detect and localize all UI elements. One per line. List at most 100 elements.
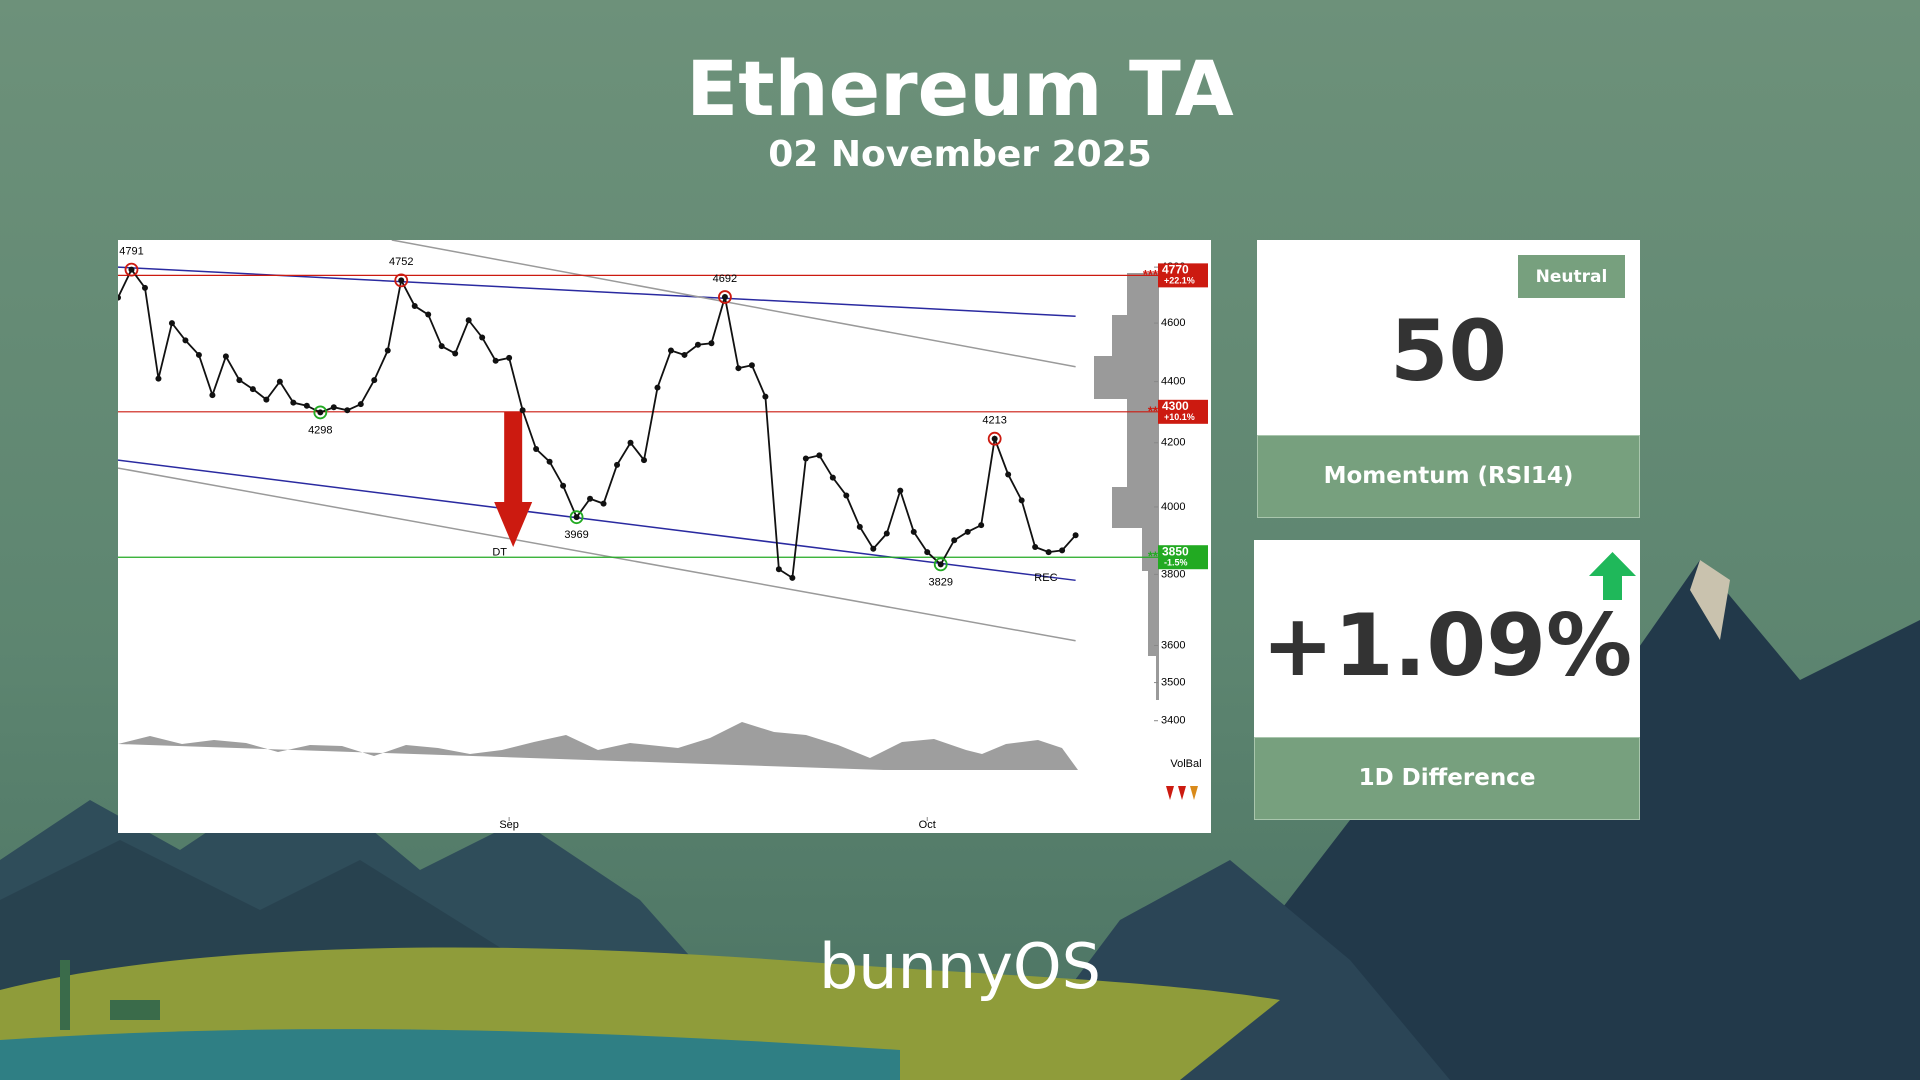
change-card: +1.09% 1D Difference bbox=[1254, 540, 1640, 820]
price-point bbox=[762, 393, 769, 400]
price-point bbox=[276, 378, 283, 385]
y-tick-label: 4400 bbox=[1161, 375, 1185, 387]
price-point bbox=[155, 375, 162, 382]
price-point bbox=[479, 334, 486, 341]
level-value: 3850 bbox=[1162, 544, 1189, 558]
level-prefix: ** bbox=[1148, 549, 1159, 564]
price-point bbox=[141, 284, 148, 291]
y-tick-label: 4000 bbox=[1161, 501, 1185, 513]
level-tag bbox=[1158, 399, 1208, 424]
price-point bbox=[492, 357, 499, 364]
price-point bbox=[573, 514, 580, 521]
annotation: DT bbox=[492, 546, 507, 558]
level-tag bbox=[1158, 545, 1208, 570]
level-change: -1.5% bbox=[1164, 558, 1188, 568]
price-point bbox=[937, 561, 944, 568]
price-point bbox=[195, 351, 202, 358]
price-point bbox=[1005, 471, 1012, 478]
price-point bbox=[303, 402, 310, 409]
price-point bbox=[411, 303, 418, 310]
price-point bbox=[667, 347, 674, 354]
price-point bbox=[519, 407, 526, 414]
y-tick-label: 3800 bbox=[1161, 568, 1185, 580]
price-point bbox=[897, 487, 904, 494]
price-point bbox=[694, 341, 701, 348]
up-arrow-icon bbox=[1589, 552, 1636, 600]
price-point bbox=[118, 294, 121, 301]
price-point bbox=[654, 384, 661, 391]
price-point bbox=[465, 317, 472, 324]
y-tick-label: 3400 bbox=[1161, 715, 1185, 727]
price-line bbox=[118, 267, 1077, 580]
price-point bbox=[425, 311, 432, 318]
volume-profile bbox=[1094, 273, 1159, 700]
level-change: +10.1% bbox=[1164, 412, 1195, 422]
price-point bbox=[708, 340, 715, 347]
level-value: 4300 bbox=[1162, 399, 1189, 413]
rsi-badge: Neutral bbox=[1518, 255, 1625, 298]
pivot-label: 4752 bbox=[389, 256, 413, 268]
price-point bbox=[546, 458, 553, 465]
pivot-ring bbox=[718, 290, 732, 304]
x-tick-label: Oct bbox=[919, 819, 936, 831]
pivot-label: 3829 bbox=[928, 576, 952, 588]
price-point bbox=[600, 500, 607, 507]
price-point bbox=[209, 392, 216, 399]
y-tick-label: 4200 bbox=[1161, 437, 1185, 449]
pivot-ring bbox=[933, 557, 948, 572]
price-point bbox=[587, 495, 594, 502]
price-point bbox=[681, 351, 688, 358]
change-value: +1.09% bbox=[1261, 596, 1633, 696]
pivot-ring bbox=[124, 262, 139, 277]
y-tick-label: 4600 bbox=[1161, 317, 1185, 329]
rsi-card: Neutral 50 Momentum (RSI14) bbox=[1257, 240, 1640, 518]
pivot-label: 4692 bbox=[713, 273, 737, 285]
price-point bbox=[222, 353, 229, 360]
price-point bbox=[128, 266, 135, 273]
x-tick-label: Sep bbox=[499, 819, 519, 831]
price-point bbox=[816, 452, 823, 459]
price-point bbox=[236, 377, 243, 384]
price-point bbox=[978, 522, 985, 529]
price-point bbox=[1045, 549, 1052, 556]
price-point bbox=[506, 354, 513, 361]
price-point bbox=[829, 474, 836, 481]
price-point bbox=[843, 492, 850, 499]
price-point bbox=[789, 574, 796, 581]
change-label: 1D Difference bbox=[1254, 737, 1640, 820]
price-point bbox=[398, 277, 405, 284]
price-point bbox=[1059, 547, 1066, 554]
pivot-ring bbox=[987, 431, 1002, 446]
price-point bbox=[290, 399, 297, 406]
annotation: REC bbox=[1034, 572, 1057, 584]
pivot-label: 4791 bbox=[119, 245, 143, 257]
price-point bbox=[384, 347, 391, 354]
level-tag bbox=[1158, 263, 1208, 288]
price-point bbox=[883, 530, 890, 537]
price-point bbox=[856, 523, 863, 530]
price-point bbox=[452, 350, 459, 357]
rsi-label: Momentum (RSI14) bbox=[1257, 435, 1640, 518]
volume-label: VolBal bbox=[1170, 758, 1201, 770]
pivot-label: 3969 bbox=[564, 529, 588, 541]
pivot-ring bbox=[569, 510, 584, 525]
volume-area bbox=[118, 722, 1078, 770]
price-point bbox=[721, 294, 728, 301]
page-title: Ethereum TA bbox=[686, 44, 1234, 133]
price-point bbox=[263, 396, 270, 403]
signal-arrow bbox=[494, 411, 533, 548]
price-point bbox=[735, 365, 742, 372]
price-point bbox=[357, 401, 364, 408]
price-point bbox=[614, 461, 621, 468]
pivot-ring bbox=[313, 405, 328, 420]
trendline bbox=[391, 240, 1076, 368]
price-point bbox=[560, 482, 567, 489]
level-prefix: ** bbox=[1148, 403, 1159, 418]
volbal-icon bbox=[1166, 786, 1198, 800]
trendline bbox=[118, 266, 1076, 318]
price-point bbox=[533, 446, 540, 453]
price-point bbox=[910, 528, 917, 535]
price-point bbox=[182, 337, 189, 344]
price-point bbox=[802, 455, 809, 462]
price-point bbox=[641, 457, 648, 464]
